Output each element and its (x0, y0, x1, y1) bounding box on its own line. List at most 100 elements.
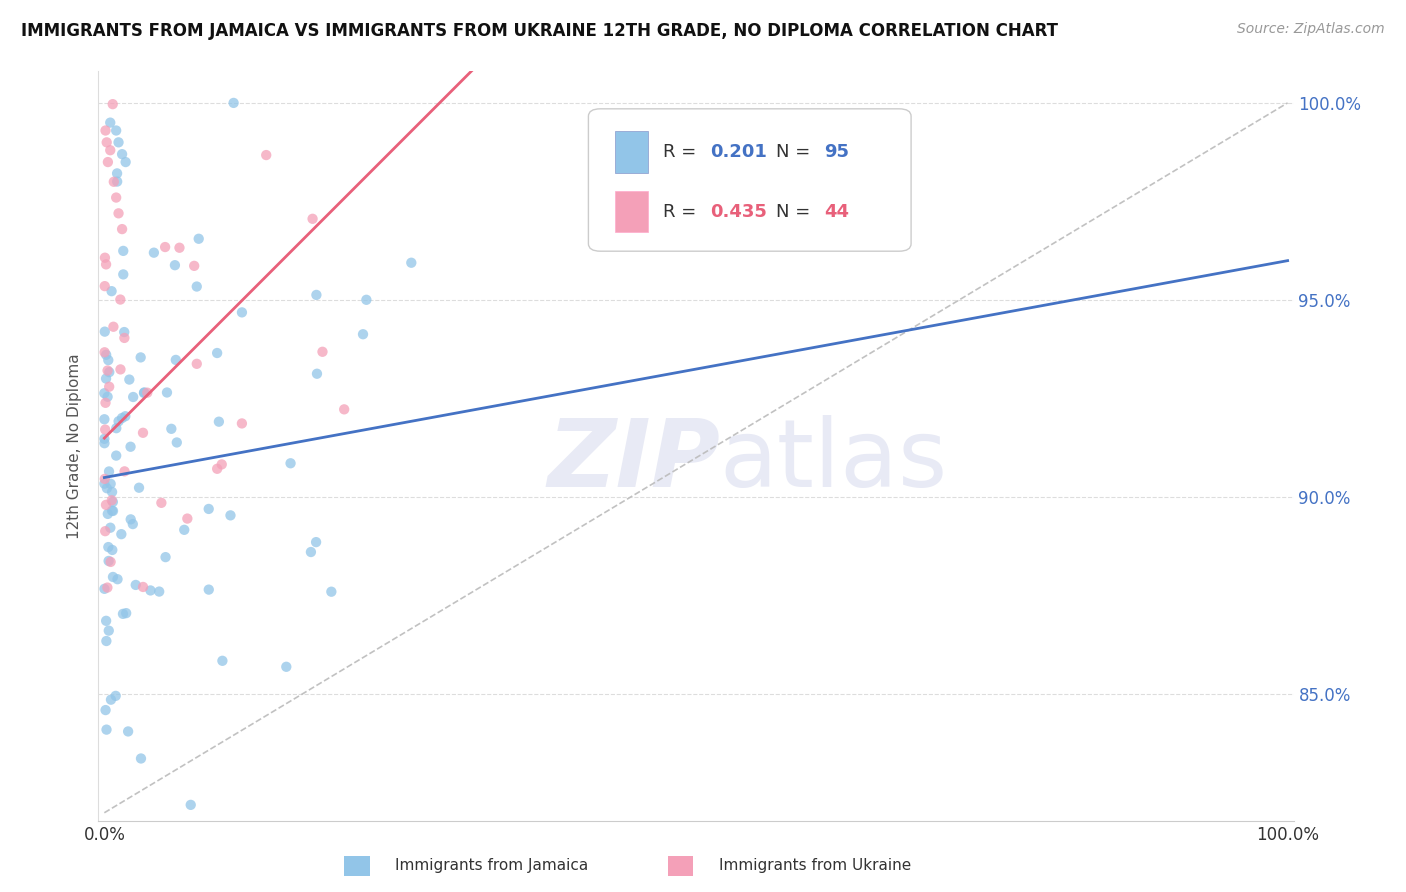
Point (94, 123, 117, 137)
Point (120, 512, 142, 526)
Text: IMMIGRANTS FROM JAMAICA VS IMMIGRANTS FROM UKRAINE 12TH GRADE, NO DIPLOMA CORREL: IMMIGRANTS FROM JAMAICA VS IMMIGRANTS FR… (21, 22, 1059, 40)
Point (104, 689, 127, 703)
Point (101, 570, 124, 584)
Point (101, 493, 124, 508)
Point (94, 396, 117, 410)
Point (101, 495, 124, 509)
Point (101, 504, 124, 518)
Point (110, 362, 132, 376)
Point (96, 136, 118, 150)
Point (117, 724, 139, 739)
Point (222, 95, 245, 110)
Text: 0.435: 0.435 (710, 202, 768, 221)
Point (98, 465, 121, 479)
Point (107, 206, 129, 220)
Point (187, 232, 209, 246)
Point (94, 524, 117, 538)
Point (97, 624, 120, 638)
Point (107, 414, 129, 428)
Point (301, 211, 323, 226)
Point (97, 155, 120, 169)
Point (121, 517, 143, 532)
Point (150, 496, 173, 510)
Point (93, 476, 115, 491)
Point (205, 462, 228, 476)
Point (219, 508, 242, 523)
Point (112, 331, 135, 345)
Point (280, 456, 302, 470)
Point (305, 367, 328, 381)
Point (110, 293, 132, 307)
Point (166, 435, 188, 450)
FancyBboxPatch shape (614, 131, 648, 172)
Point (114, 409, 136, 424)
Point (107, 572, 129, 586)
Point (401, 256, 423, 270)
Point (94, 251, 117, 265)
Point (105, 449, 128, 463)
Point (105, 190, 128, 204)
Point (101, 485, 124, 500)
Point (156, 385, 179, 400)
Point (93, 436, 115, 450)
Point (148, 584, 170, 599)
Point (305, 288, 328, 302)
Point (97, 353, 120, 368)
Point (129, 351, 152, 365)
Point (134, 385, 156, 400)
Point (305, 535, 328, 549)
Point (93, 412, 115, 426)
Point (276, 660, 298, 674)
Point (176, 511, 198, 525)
Point (98, 380, 121, 394)
Text: N =: N = (776, 143, 815, 161)
Point (211, 654, 233, 668)
Point (114, 464, 136, 478)
Point (96, 634, 118, 648)
Point (94, 257, 117, 271)
Point (356, 293, 378, 307)
Point (98, 521, 121, 535)
Point (103, 319, 125, 334)
Point (136, 385, 159, 400)
Point (173, 523, 195, 537)
Point (180, 797, 202, 812)
Point (107, 136, 129, 150)
Point (105, 166, 128, 180)
Point (101, 97, 124, 112)
Point (132, 386, 155, 401)
Point (93, 432, 115, 446)
Point (120, 440, 142, 454)
Point (96, 481, 118, 495)
Point (254, 148, 277, 162)
Point (165, 352, 187, 367)
Point (93, 472, 115, 486)
Point (111, 222, 134, 236)
Point (100, 692, 122, 706)
Point (129, 751, 152, 765)
Text: R =: R = (662, 202, 702, 221)
Point (186, 357, 208, 371)
Point (100, 555, 122, 569)
Point (93, 386, 115, 401)
Point (98, 365, 121, 379)
Point (96, 723, 118, 737)
Point (115, 606, 138, 620)
Point (112, 244, 135, 258)
Point (231, 305, 253, 319)
Point (183, 259, 205, 273)
Point (321, 584, 343, 599)
Point (97, 554, 120, 568)
Point (211, 458, 233, 472)
Point (139, 583, 162, 598)
FancyBboxPatch shape (589, 109, 911, 252)
Point (114, 155, 136, 169)
Point (186, 279, 208, 293)
Point (94, 279, 117, 293)
Text: atlas: atlas (720, 415, 948, 507)
Point (94, 614, 117, 628)
Point (105, 123, 128, 137)
Point (101, 504, 124, 518)
Text: R =: R = (662, 143, 702, 161)
Point (111, 147, 134, 161)
